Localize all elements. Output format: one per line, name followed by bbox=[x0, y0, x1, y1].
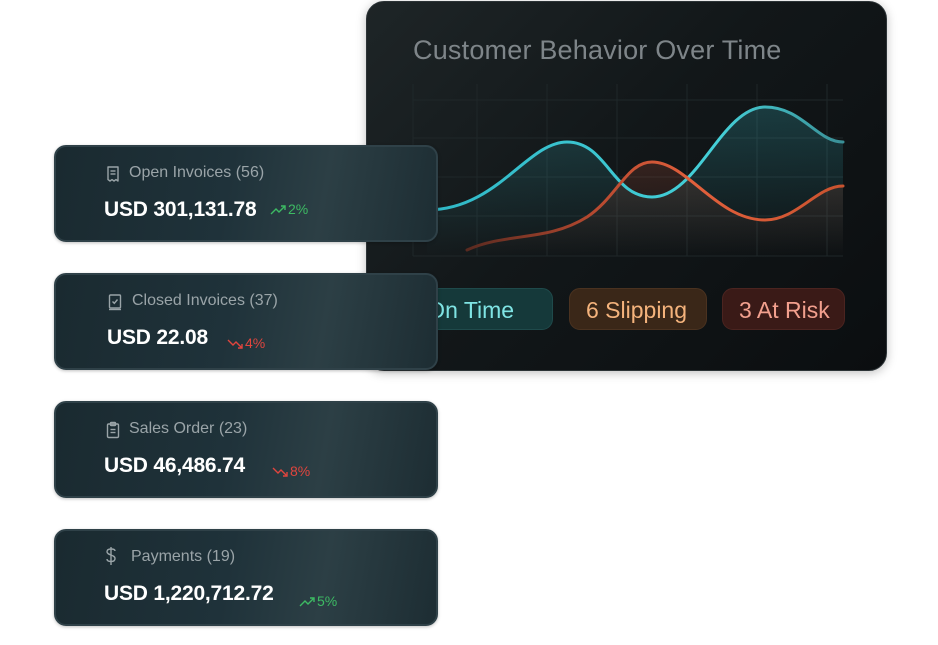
trend-down-icon bbox=[272, 467, 288, 477]
slipping-status-pill[interactable]: 6 Slipping bbox=[569, 288, 707, 330]
open-invoices-amount: USD 301,131.78 bbox=[104, 198, 257, 221]
sales-order-label: Sales Order (23) bbox=[129, 420, 248, 437]
receipt-icon bbox=[104, 165, 122, 183]
slipping-area bbox=[467, 162, 843, 256]
payments-label: Payments (19) bbox=[131, 548, 236, 565]
on-time-status-pill[interactable]: 5 On Time bbox=[408, 288, 553, 330]
slipping-status-label: 6 Slipping bbox=[586, 297, 688, 323]
chart-title: Customer Behavior Over Time bbox=[413, 35, 782, 65]
dollar-icon bbox=[102, 546, 120, 565]
payments-trend-value: 5% bbox=[317, 593, 338, 609]
open-invoices-label: Open Invoices (56) bbox=[129, 164, 265, 181]
at-risk-status-label: 3 At Risk bbox=[739, 297, 830, 323]
on-time-line bbox=[425, 105, 845, 212]
closed-invoices-card[interactable]: Closed Invoices (37) USD 22.08 4% bbox=[54, 273, 438, 370]
customer-behavior-chart bbox=[412, 84, 845, 257]
customer-behavior-chart-panel: Customer Behavior Over Time 5 On Time 6 … bbox=[366, 1, 887, 371]
sales-order-trend: 8% bbox=[272, 463, 310, 479]
at-risk-status-pill[interactable]: 3 At Risk bbox=[722, 288, 845, 330]
clipboard-icon bbox=[104, 421, 122, 439]
closed-invoices-trend-value: 4% bbox=[245, 335, 266, 351]
closed-invoices-trend: 4% bbox=[227, 335, 265, 351]
closed-invoices-amount: USD 22.08 bbox=[107, 326, 208, 349]
checked-document-icon bbox=[106, 293, 124, 311]
payments-amount: USD 1,220,712.72 bbox=[104, 582, 274, 605]
trend-up-icon bbox=[270, 205, 286, 215]
sales-order-amount: USD 46,486.74 bbox=[104, 454, 245, 477]
open-invoices-trend: 2% bbox=[270, 201, 308, 217]
sales-order-card[interactable]: Sales Order (23) USD 46,486.74 8% bbox=[54, 401, 438, 498]
trend-down-icon bbox=[227, 339, 243, 349]
open-invoices-trend-value: 2% bbox=[288, 201, 309, 217]
payments-card[interactable]: Payments (19) USD 1,220,712.72 5% bbox=[54, 529, 438, 626]
closed-invoices-label: Closed Invoices (37) bbox=[132, 292, 278, 309]
payments-trend: 5% bbox=[299, 593, 337, 609]
slipping-line bbox=[465, 160, 845, 252]
trend-up-icon bbox=[299, 597, 315, 607]
sales-order-trend-value: 8% bbox=[290, 463, 311, 479]
open-invoices-card[interactable]: Open Invoices (56) USD 301,131.78 2% bbox=[54, 145, 438, 242]
